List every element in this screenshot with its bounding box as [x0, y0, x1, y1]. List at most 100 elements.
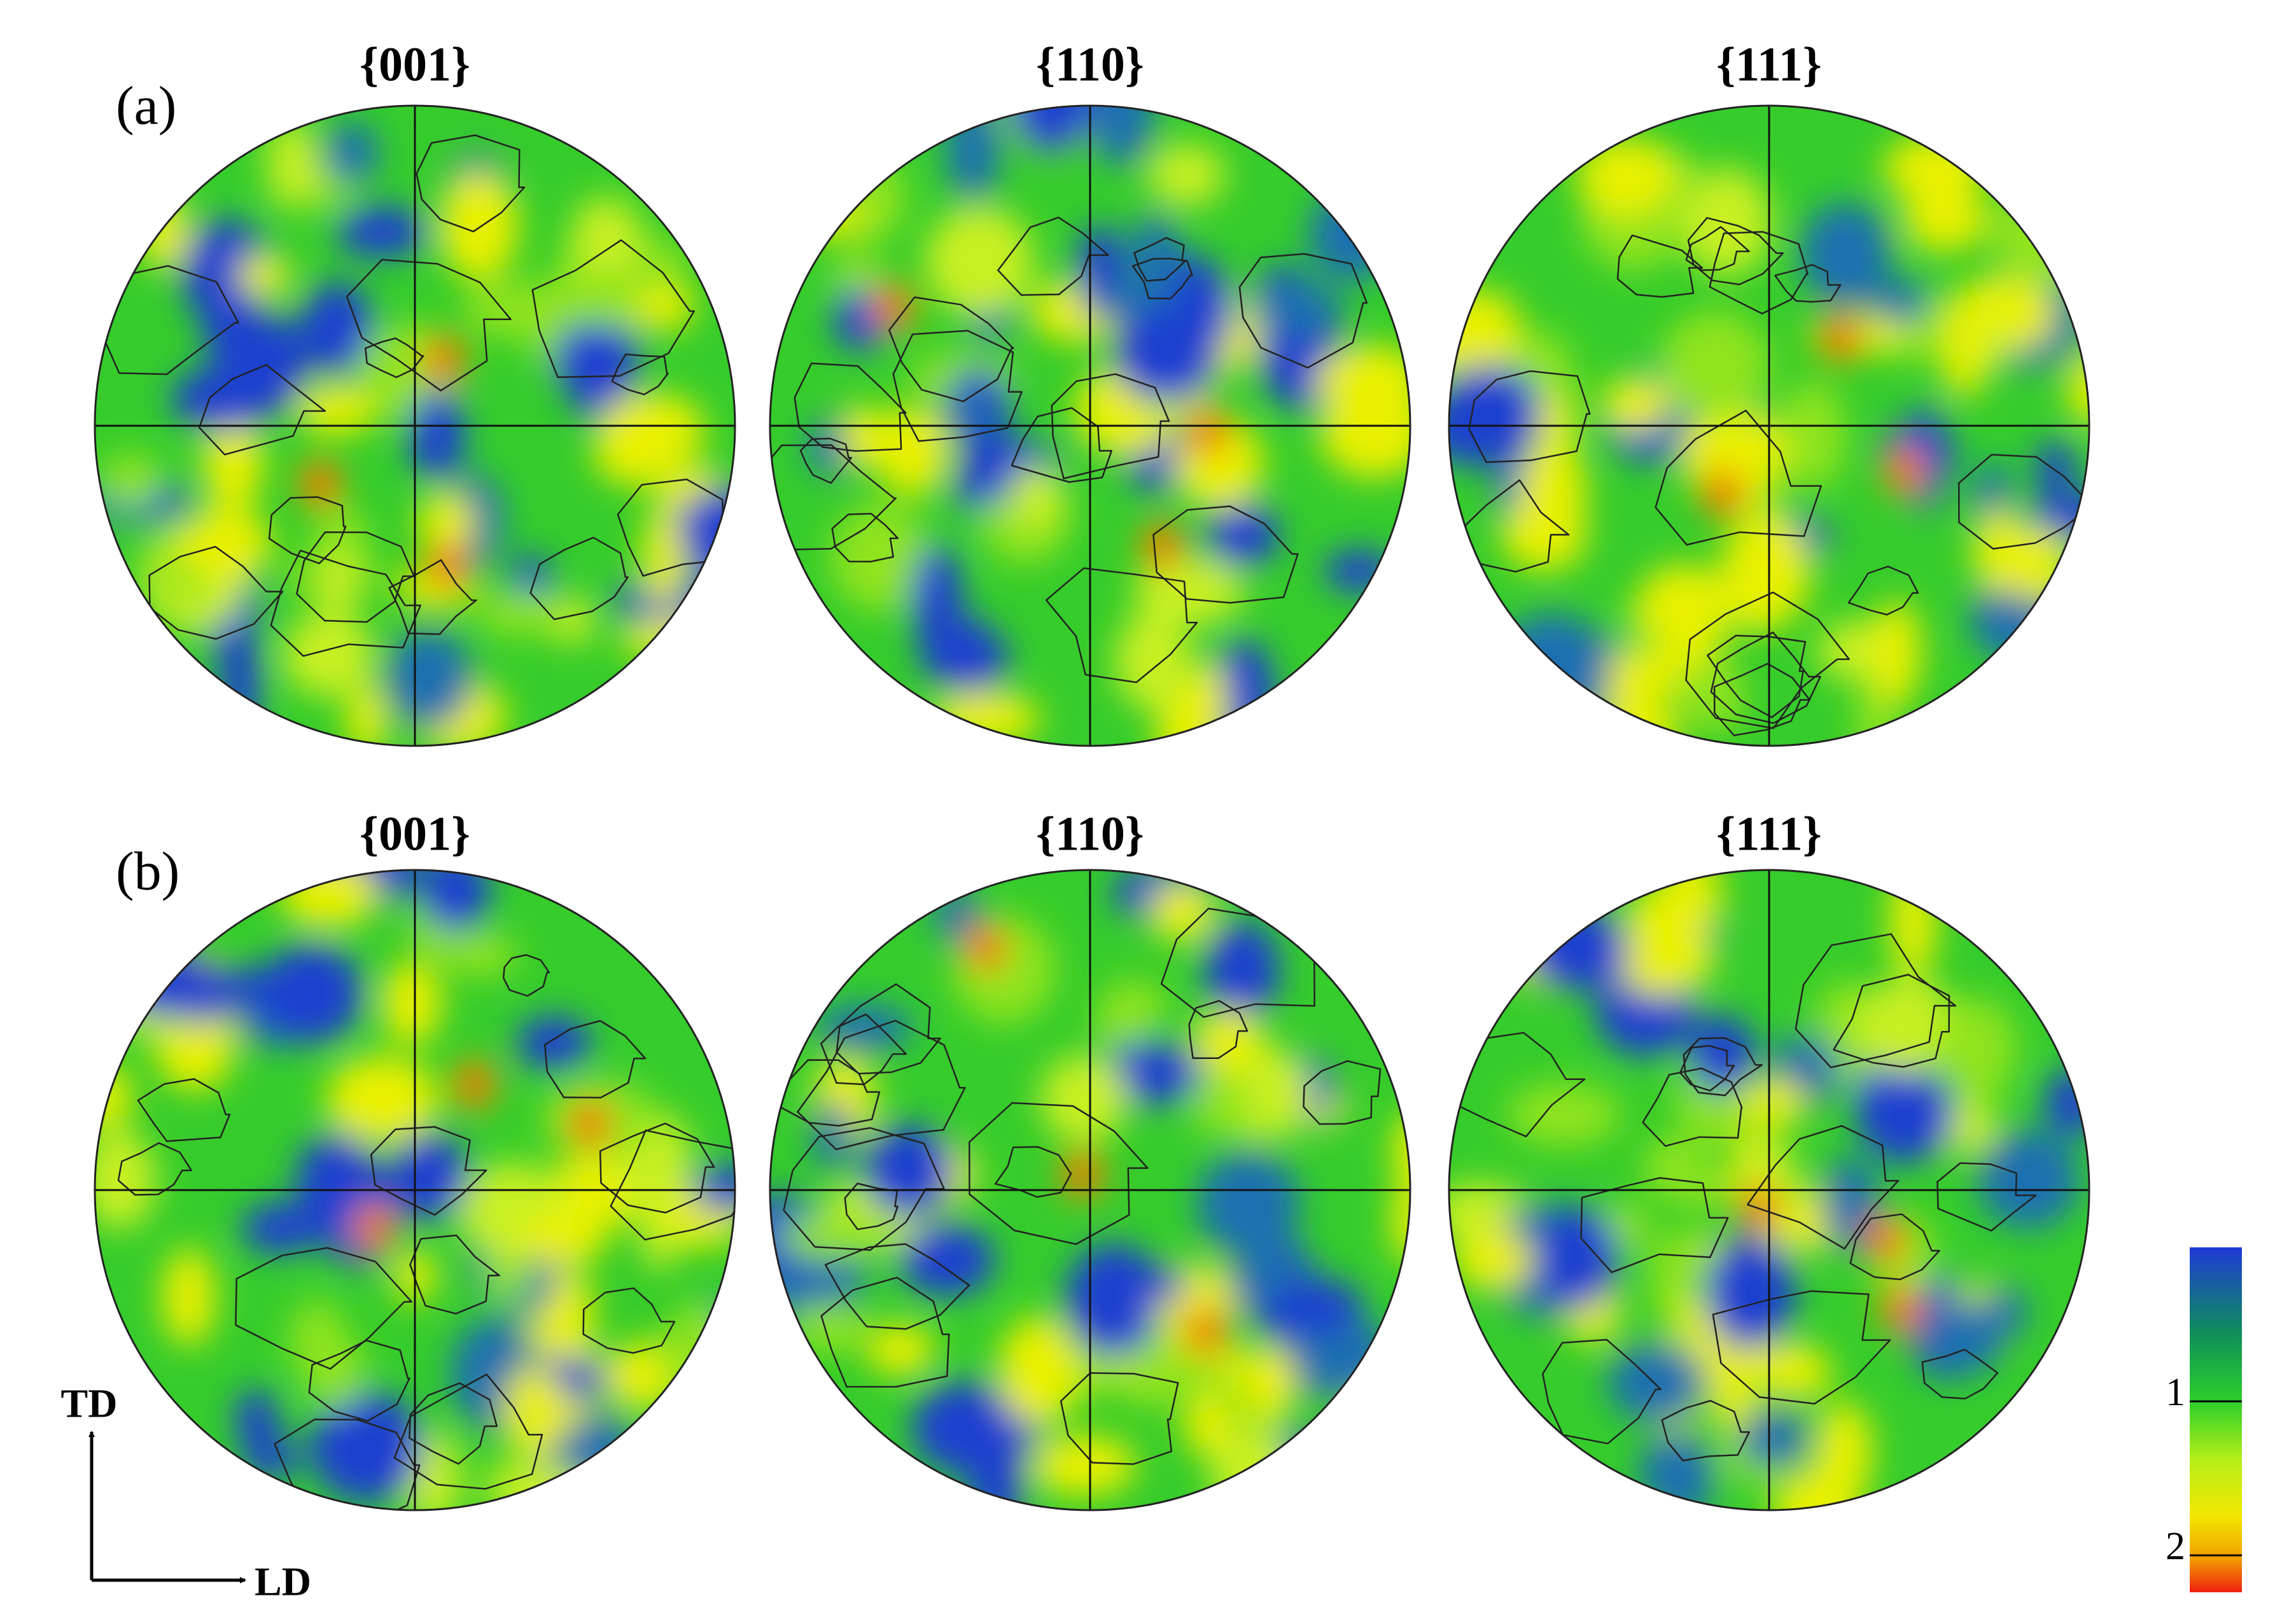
texture-blob — [1524, 913, 1630, 990]
colorbar-tick-label: 1 — [2166, 1371, 2185, 1414]
texture-blob — [1030, 1434, 1137, 1496]
contour-line — [1685, 591, 1850, 729]
contour-line — [799, 437, 852, 484]
texture-blob — [1969, 576, 2066, 662]
texture-blob — [691, 1165, 735, 1212]
texture-blob — [1889, 870, 1937, 979]
texture-blob — [439, 169, 519, 281]
contour-line — [892, 330, 1023, 442]
texture-blob — [1638, 564, 1728, 642]
contour-line — [1449, 479, 1570, 573]
texture-blob — [409, 389, 465, 481]
contour-line — [820, 1277, 950, 1388]
texture-peak — [975, 934, 996, 960]
texture-blob — [1518, 439, 1587, 543]
texture-blob — [289, 1300, 346, 1382]
texture-blob — [1977, 1130, 2080, 1230]
figure-title: {001} — [360, 38, 470, 91]
contour-line — [409, 1234, 500, 1315]
contour-line — [1449, 1032, 1586, 1138]
texture-blob — [241, 1202, 319, 1254]
texture-blob — [246, 316, 306, 411]
texture-blob — [1680, 659, 1747, 733]
texture-blob — [1872, 599, 1922, 706]
texture-blob — [1925, 1300, 2003, 1377]
texture-blob — [382, 960, 442, 1046]
pole-figure — [95, 106, 735, 746]
texture-blob — [1113, 307, 1220, 403]
contour-line — [1713, 662, 1811, 736]
texture-peak — [1198, 419, 1219, 445]
contour-line — [997, 216, 1109, 296]
texture-blob — [219, 626, 260, 737]
texture-blob — [929, 691, 1041, 746]
texture-blob — [911, 1382, 1021, 1475]
texture-blob — [899, 1224, 995, 1297]
contour-line — [1795, 933, 1957, 1069]
texture-blob — [1137, 1354, 1228, 1400]
texture-blob — [1147, 143, 1226, 207]
texture-blob — [1114, 611, 1191, 711]
contour-line — [502, 954, 550, 997]
texture-blob — [1741, 1078, 1807, 1128]
texture-blob — [911, 544, 962, 656]
contour-line — [1847, 565, 1919, 616]
texture-blob — [1855, 978, 1959, 1073]
texture-blob — [260, 944, 363, 1043]
pole-figure — [1449, 106, 2089, 746]
texture-blob — [171, 964, 238, 1023]
contour-line — [1152, 505, 1299, 604]
texture-blob — [1100, 979, 1167, 1029]
texture-blob — [95, 1064, 132, 1130]
texture-blob — [95, 1130, 157, 1230]
texture-blob — [335, 206, 428, 258]
texture-blob — [1599, 697, 1679, 746]
texture-blob — [1720, 514, 1811, 629]
texture-blob — [1183, 1389, 1237, 1458]
contour-line — [844, 1182, 899, 1230]
texture-blob — [326, 1055, 440, 1144]
contour-line — [1707, 634, 1807, 718]
contour-line — [1712, 1290, 1891, 1405]
texture-blob — [181, 220, 272, 326]
contour-line — [1774, 263, 1842, 303]
contour-line — [544, 1020, 647, 1099]
texture-blob — [939, 393, 995, 433]
texture-blob — [242, 1438, 301, 1478]
contour-line — [582, 1287, 676, 1354]
pole-outline — [769, 869, 1411, 1511]
contour-line — [1746, 1125, 1900, 1250]
texture-blob — [1187, 659, 1227, 746]
contour-line — [1642, 1067, 1743, 1147]
texture-blob — [419, 870, 490, 932]
texture-blob — [1609, 912, 1715, 997]
texture-blob — [1576, 136, 1674, 217]
contour-line — [308, 1340, 410, 1422]
contour-line — [1683, 1037, 1763, 1097]
texture-blob — [830, 503, 930, 612]
texture-blob — [1758, 1343, 1832, 1400]
contour-line — [416, 134, 526, 233]
texture-blob — [295, 384, 377, 436]
contour-line — [797, 1020, 966, 1151]
contour-line — [836, 983, 941, 1075]
texture-blob — [641, 510, 683, 608]
contour-line — [770, 444, 897, 551]
contour-line — [409, 1382, 498, 1465]
texture-blob — [486, 1464, 592, 1510]
texture-peak — [1830, 325, 1851, 351]
texture-blob — [812, 1102, 853, 1171]
contour-line — [1011, 407, 1112, 483]
texture-blob — [1319, 388, 1410, 479]
texture-blob — [391, 1133, 469, 1220]
texture-blob — [1882, 134, 1988, 202]
texture-blob — [223, 967, 280, 1007]
contour-line — [1921, 1349, 1999, 1399]
pole-figure — [770, 106, 1410, 746]
texture-blob — [1205, 921, 1280, 1020]
texture-blob — [875, 405, 950, 497]
figure-title: {111} — [1716, 38, 1822, 91]
pole-outline — [94, 104, 736, 747]
texture-blob — [346, 684, 388, 746]
